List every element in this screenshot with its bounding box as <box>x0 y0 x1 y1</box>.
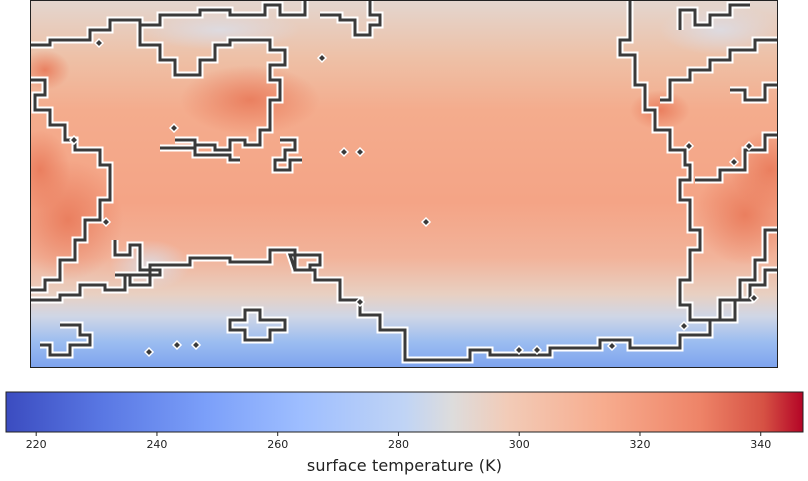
island-marker <box>531 344 543 356</box>
colorbar: 220 240 260 280 300 320 340 <box>5 391 804 451</box>
island-marker <box>513 344 525 356</box>
temperature-map <box>30 0 778 368</box>
island-marker <box>171 339 183 351</box>
island-marker <box>683 140 695 152</box>
island-marker <box>316 52 328 64</box>
island-marker <box>354 296 366 308</box>
colorbar-tick-label: 240 <box>146 438 167 451</box>
colorbar-tick-label: 340 <box>750 438 771 451</box>
colorbar-gradient <box>5 391 804 433</box>
colorbar-tick-label: 320 <box>629 438 650 451</box>
colorbar-label: surface temperature (K) <box>306 456 503 475</box>
island-marker <box>143 346 155 358</box>
island-marker <box>100 216 112 228</box>
colorbar-canvas: 220 240 260 280 300 320 340 <box>5 391 804 451</box>
island-marker <box>338 146 350 158</box>
island-marker <box>168 122 180 134</box>
coastlines <box>30 0 778 364</box>
island-markers <box>68 37 760 358</box>
island-marker <box>743 140 755 152</box>
map-canvas <box>30 0 778 368</box>
colorbar-tick-label: 220 <box>26 438 47 451</box>
island-marker <box>678 320 690 332</box>
colorbar-tick-label: 280 <box>388 438 409 451</box>
island-marker <box>420 216 432 228</box>
map-frame <box>30 0 778 368</box>
island-marker <box>190 339 202 351</box>
island-marker <box>68 134 80 146</box>
colorbar-tick-label: 260 <box>267 438 288 451</box>
colorbar-tick-label: 300 <box>509 438 530 451</box>
island-marker <box>728 156 740 168</box>
island-marker <box>748 292 760 304</box>
island-marker <box>606 340 618 352</box>
island-marker <box>354 146 366 158</box>
map-background <box>30 0 778 368</box>
island-marker <box>93 37 105 49</box>
colorbar-ticks: 220 240 260 280 300 320 340 <box>26 432 771 451</box>
